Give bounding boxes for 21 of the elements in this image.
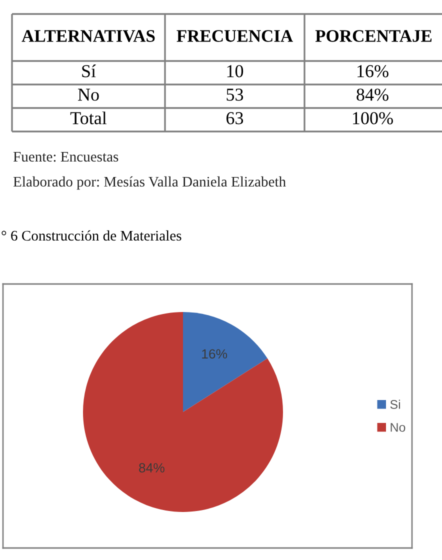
data-label: 84% — [356, 88, 388, 101]
data-label: 63 — [226, 112, 244, 124]
data-label: 10 — [227, 65, 244, 78]
text: ALTERNATIVAS — [22, 30, 155, 42]
legend-label: No — [390, 423, 406, 432]
data-label: 16% — [202, 349, 228, 359]
pie-slice — [83, 312, 283, 512]
data-label: 100% — [353, 112, 393, 124]
text: PORCENTAJE — [315, 30, 432, 42]
pie-slice — [183, 312, 268, 412]
text: Elaborado por: Mesías Valla Daniela Elizabeth — [13, 176, 286, 190]
category-label: Total — [70, 112, 107, 124]
text: FRECUENCIA — [176, 30, 293, 42]
legend-label: Si — [390, 400, 400, 409]
chart-title: ° 6 Construcción de Materiales — [2, 230, 182, 241]
category-label: Sí — [82, 64, 96, 78]
data-label: 16% — [358, 65, 388, 78]
data-label: 84% — [139, 463, 164, 472]
source-note: Fuente: Encuestas — [13, 152, 118, 162]
category-label: No — [78, 88, 99, 101]
data-label: 53 — [226, 88, 244, 101]
